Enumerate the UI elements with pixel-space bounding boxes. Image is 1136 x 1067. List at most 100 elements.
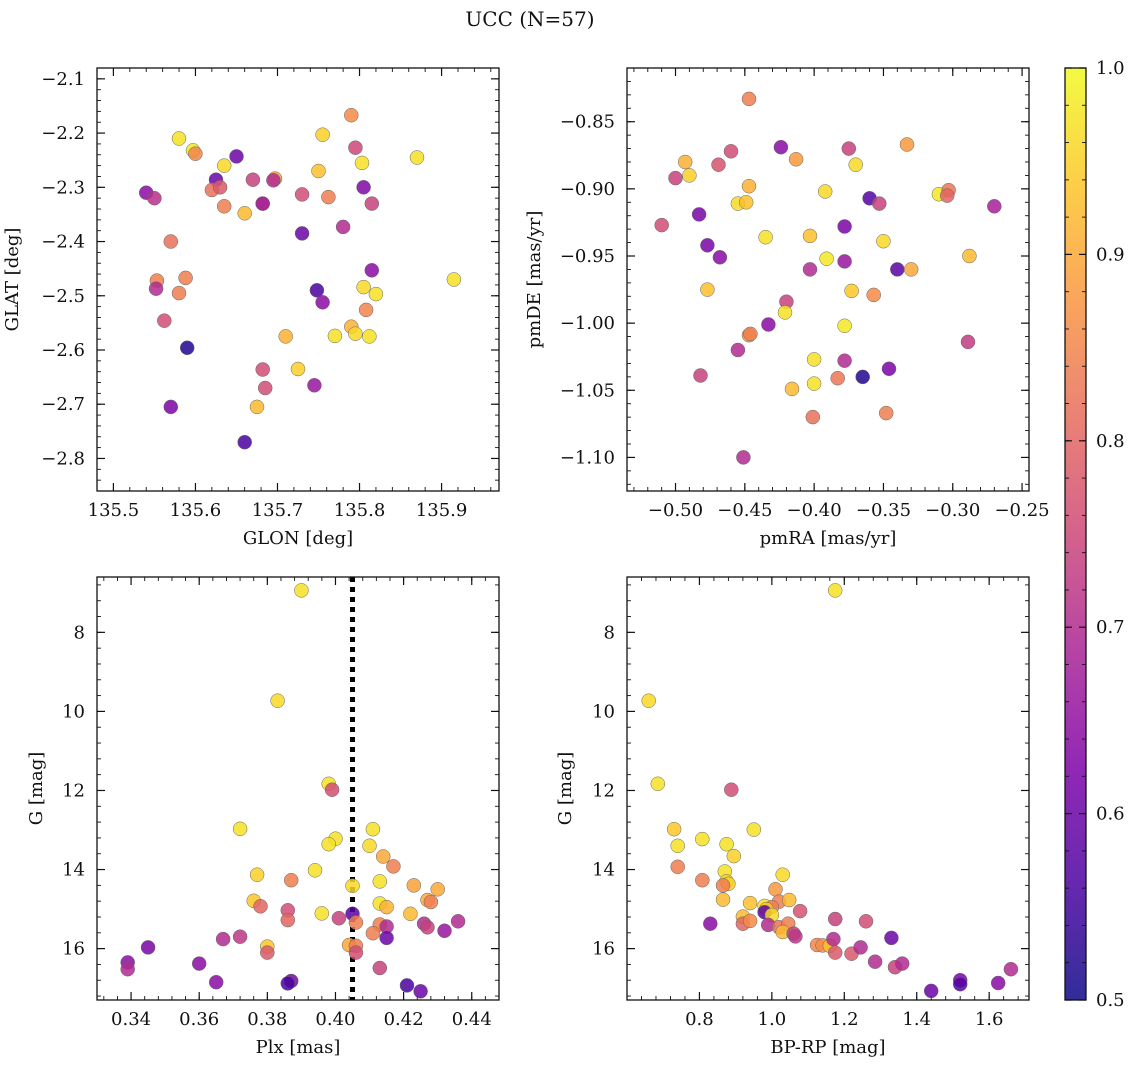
y-tick-label: 14: [62, 860, 85, 881]
y-tick-label: 12: [592, 780, 615, 801]
data-point: [670, 838, 685, 854]
y-tick-label: −2.6: [41, 340, 85, 361]
y-tick-label: −2.5: [41, 286, 85, 307]
data-point: [307, 378, 322, 393]
panel-glon-glat: 135.5 135.6 135.7 135.8 135.9 −2.1 −2.2 −2.3 −2.…: [2, 67, 500, 549]
data-point: [140, 940, 156, 955]
data-point: [742, 913, 758, 929]
x-tick-label: 135.8: [334, 500, 386, 521]
data-point: [249, 867, 265, 882]
data-point: [356, 180, 371, 195]
x-tick-label: −0.35: [856, 500, 911, 521]
data-point: [294, 583, 309, 598]
data-point: [726, 848, 742, 864]
data-point: [372, 960, 388, 976]
y-tick-label: −2.2: [41, 123, 85, 144]
data-point: [841, 141, 857, 156]
data-point: [237, 206, 252, 221]
data-point: [406, 878, 422, 893]
data-point: [830, 370, 845, 386]
y-tick-label: −2.1: [41, 69, 85, 90]
colorbar-tick-label: 1.0: [1096, 58, 1125, 79]
data-point: [327, 328, 343, 344]
x-axis-label: GLON [deg]: [243, 528, 353, 549]
data-point: [872, 196, 887, 211]
data-point: [356, 279, 371, 295]
data-point: [147, 190, 162, 206]
data-point: [695, 872, 710, 888]
data-point: [666, 821, 682, 837]
data-point: [403, 906, 418, 922]
data-point: [884, 930, 899, 946]
data-point: [324, 782, 340, 797]
data-point: [741, 91, 757, 107]
y-tick-label: −1.10: [560, 447, 615, 468]
data-point: [321, 189, 336, 205]
colorbar-tick-label: 0.7: [1096, 617, 1125, 638]
data-point: [742, 895, 758, 911]
data-point: [827, 911, 843, 927]
data-point: [761, 317, 776, 332]
data-point: [375, 849, 391, 864]
data-point: [423, 894, 439, 910]
panel-plx-g: 0.34 0.36 0.38 0.40 0.42 0.44 8 10 12 14 16 Plx [ma…: [26, 576, 500, 1058]
data-point: [446, 272, 462, 287]
y-axis-label: G [mag]: [555, 752, 576, 825]
data-point: [399, 978, 415, 993]
data-point: [775, 867, 790, 882]
x-tick-label: −0.45: [717, 500, 772, 521]
data-point: [677, 154, 693, 170]
data-point: [781, 892, 797, 908]
plot-frame: [626, 67, 1030, 492]
data-point: [163, 234, 179, 249]
x-tick-label: 0.34: [111, 1009, 151, 1030]
data-point: [894, 956, 910, 971]
colorbar-frame: [1064, 67, 1087, 1001]
data-point: [260, 945, 275, 960]
data-point: [245, 172, 261, 187]
colorbar-tick-label: 0.9: [1096, 244, 1125, 265]
data-point: [773, 139, 789, 155]
data-point: [368, 286, 384, 302]
data-point: [960, 334, 976, 350]
data-point: [420, 920, 435, 935]
data-point: [768, 882, 783, 897]
data-point: [827, 945, 843, 960]
x-axis-label: pmRA [mas/yr]: [760, 528, 897, 549]
y-tick-label: −2.8: [41, 448, 85, 469]
data-point: [171, 131, 187, 146]
x-tick-label: 1.6: [975, 1009, 1004, 1030]
data-point: [853, 940, 868, 955]
x-tick-label: −0.25: [994, 500, 1049, 521]
data-point: [321, 836, 336, 852]
panel-bprp-g: 0.8 1.0 1.2 1.4 1.6 8 10 12 14 16 BP-RP [mag] G [ma…: [555, 576, 1030, 1058]
data-point: [255, 196, 270, 211]
y-tick-label: 14: [592, 860, 615, 881]
data-point: [364, 196, 380, 211]
data-point: [700, 238, 715, 253]
y-tick-label: 10: [62, 701, 85, 722]
data-point: [788, 929, 803, 944]
data-point: [827, 583, 843, 598]
y-tick-label: 10: [592, 701, 615, 722]
data-point: [314, 906, 330, 921]
data-point: [294, 226, 310, 241]
x-tick-label: 1.4: [902, 1009, 931, 1030]
data-point: [990, 975, 1006, 991]
y-tick-label: 16: [62, 939, 85, 960]
data-point: [668, 170, 683, 186]
data-point: [120, 961, 135, 977]
x-tick-label: 0.38: [247, 1009, 287, 1030]
data-point: [890, 262, 905, 277]
data-point: [806, 352, 822, 367]
data-point: [188, 146, 203, 161]
x-tick-label: 135.9: [416, 500, 468, 521]
data-point: [270, 693, 285, 708]
y-tick-label: 8: [74, 622, 85, 643]
panel-pmra-pmde: −0.50 −0.45 −0.40 −0.35 −0.30 −0.25 −0.85 −0.90…: [524, 67, 1050, 549]
data-point: [309, 283, 325, 298]
data-point: [413, 984, 428, 999]
data-point: [354, 155, 370, 171]
colorbar-gradient: [1065, 68, 1086, 1000]
data-point: [307, 863, 323, 878]
